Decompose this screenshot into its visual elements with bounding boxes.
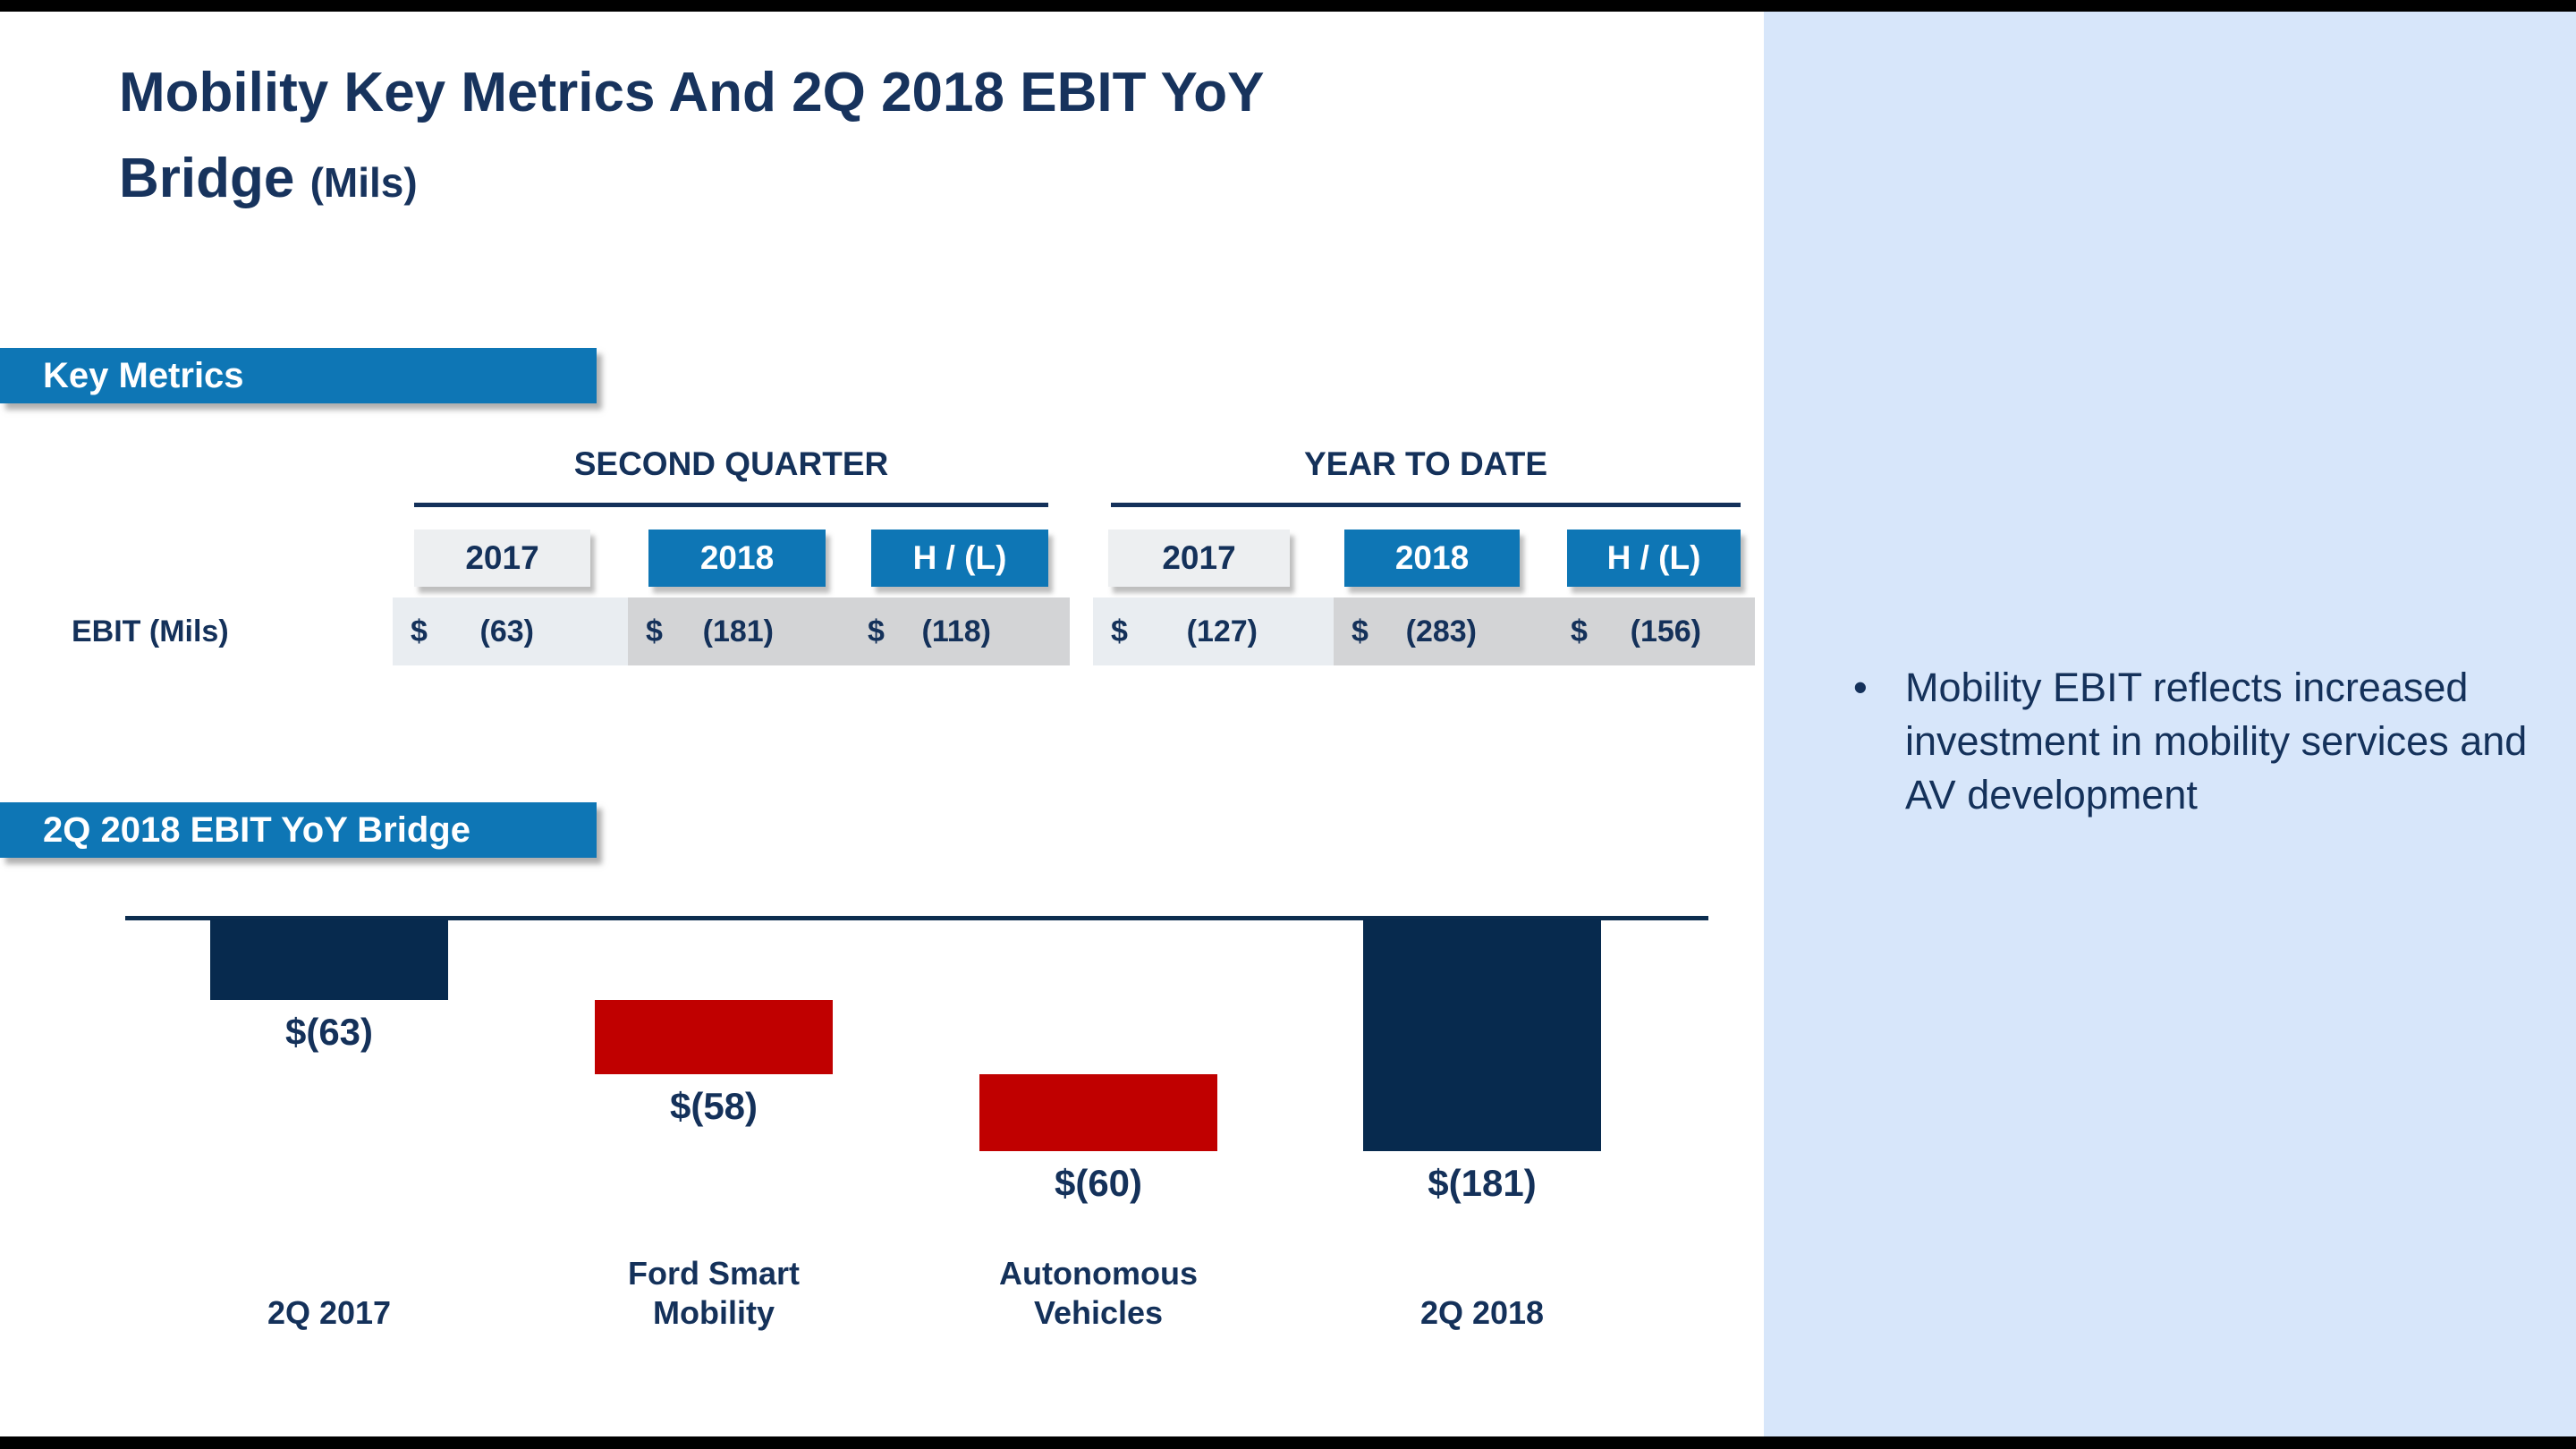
currency-symbol: $ <box>868 614 885 648</box>
category-label-2q2018: 2Q 2018 <box>1419 1294 1545 1331</box>
waterfall-chart: $(63) $(58) $(60) $(181) 2Q 2017 Ford Sm… <box>125 916 1708 1345</box>
ebit-row-label: EBIT (Mils) <box>72 614 229 648</box>
currency-symbol: $ <box>1571 614 1588 648</box>
ebit-value-ytd-2017: (127) <box>1186 614 1258 648</box>
ebit-value-ytd-hl: (156) <box>1630 614 1701 648</box>
currency-symbol: $ <box>646 614 663 648</box>
bar-value-label-ford-smart-mobility: $(58) <box>669 1085 758 1128</box>
col-header-ytd-2018: 2018 <box>1344 530 1520 587</box>
bottom-black-bar <box>0 1436 2576 1449</box>
ebit-cell-sq-hl: $ (118) <box>850 597 1070 665</box>
bridge-banner-label: 2Q 2018 EBIT YoY Bridge <box>43 809 470 850</box>
sidebar-bullet-item: • Mobility EBIT reflects increased inves… <box>1764 661 2576 822</box>
page-title: Mobility Key Metrics And 2Q 2018 EBIT Yo… <box>119 50 1265 225</box>
currency-symbol: $ <box>411 614 428 648</box>
col-header-ytd-2017: 2017 <box>1108 530 1290 587</box>
key-metrics-banner: Key Metrics <box>0 348 597 403</box>
bridge-bar-autonomous-vehicles <box>979 1074 1217 1151</box>
col-header-sq-2017: 2017 <box>414 530 590 587</box>
page-title-unit: (Mils) <box>309 159 418 206</box>
bridge-bar-2q2017 <box>210 919 448 1001</box>
bridge-bar-2q2018 <box>1363 919 1601 1151</box>
bullet-icon: • <box>1853 665 1868 710</box>
col-header-ytd-hl: H / (L) <box>1567 530 1741 587</box>
category-label-ford-smart-mobility: Ford Smart Mobility <box>627 1255 801 1331</box>
category-label-autonomous-vehicles: Autonomous Vehicles <box>999 1255 1198 1331</box>
ebit-value-ytd-2018: (283) <box>1405 614 1477 648</box>
ebit-cell-ytd-hl: $ (156) <box>1553 597 1755 665</box>
ebit-cell-ytd-2018: $ (283) <box>1334 597 1553 665</box>
currency-symbol: $ <box>1111 614 1128 648</box>
col-header-sq-2018: 2018 <box>648 530 826 587</box>
page-title-line1: Mobility Key Metrics And 2Q 2018 EBIT Yo… <box>119 62 1265 123</box>
bar-value-label-2q2017: $(63) <box>284 1011 374 1054</box>
ebit-value-sq-2017: (63) <box>479 614 534 648</box>
currency-symbol: $ <box>1352 614 1368 648</box>
ebit-cell-ytd-2017: $ (127) <box>1093 597 1334 665</box>
second-quarter-underline <box>414 503 1048 507</box>
second-quarter-header: SECOND QUARTER <box>573 445 889 482</box>
col-header-sq-hl: H / (L) <box>871 530 1048 587</box>
page-title-line2: Bridge <box>119 148 295 209</box>
chart-baseline <box>125 916 1708 920</box>
commentary-sidebar: • Mobility EBIT reflects increased inves… <box>1764 12 2576 1436</box>
bar-value-label-2q2018: $(181) <box>1428 1161 1537 1204</box>
ebit-value-sq-hl: (118) <box>921 614 992 648</box>
year-to-date-underline <box>1111 503 1741 507</box>
bar-value-label-autonomous-vehicles: $(60) <box>1054 1161 1143 1204</box>
ebit-value-sq-2018: (181) <box>702 614 774 648</box>
ebit-cell-sq-2018: $ (181) <box>628 597 850 665</box>
year-to-date-header: YEAR TO DATE <box>1303 445 1548 482</box>
ebit-cell-sq-2017: $ (63) <box>393 597 628 665</box>
sidebar-bullet-text: Mobility EBIT reflects increased investm… <box>1905 665 2528 818</box>
bridge-banner: 2Q 2018 EBIT YoY Bridge <box>0 802 597 858</box>
top-black-bar <box>0 0 2576 12</box>
bridge-bar-ford-smart-mobility <box>595 1000 833 1075</box>
key-metrics-banner-label: Key Metrics <box>43 355 244 395</box>
category-label-2q2017: 2Q 2017 <box>267 1294 392 1331</box>
